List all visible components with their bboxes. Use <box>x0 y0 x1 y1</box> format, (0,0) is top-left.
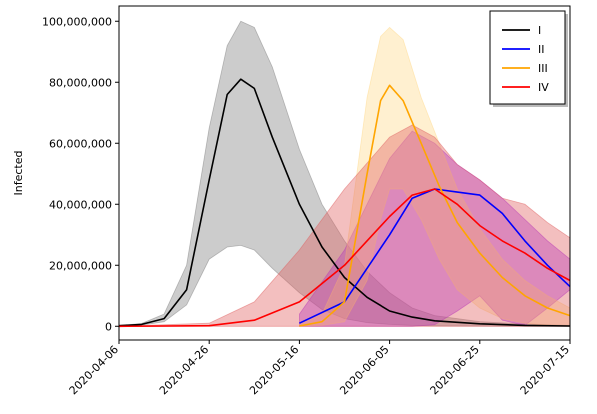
x-tick-label: 2020-04-06 <box>67 343 121 397</box>
series-line-II <box>299 188 571 324</box>
plot-frame <box>118 5 571 341</box>
x-tick-label: 2020-05-16 <box>247 343 301 397</box>
y-tick-label: 100,000,000 <box>42 15 112 28</box>
y-axis: 0 20,000,000 40,000,000 60,000,000 80,000,00… <box>42 15 119 333</box>
legend-label-III: III <box>538 62 548 75</box>
series-line-III <box>299 84 571 327</box>
y-tick-label: 0 <box>105 320 112 333</box>
legend-label-I: I <box>538 24 541 37</box>
series-line-IV <box>118 188 571 328</box>
series-lines <box>118 78 571 328</box>
series-line-I <box>118 78 571 327</box>
y-tick-label: 80,000,000 <box>49 76 112 89</box>
x-tick-label: 2020-06-05 <box>337 343 391 397</box>
x-tick-label: 2020-06-25 <box>428 343 482 397</box>
legend-label-II: II <box>538 43 545 56</box>
x-tick-label: 2020-04-26 <box>157 343 211 397</box>
y-tick-label: 40,000,000 <box>49 198 112 211</box>
y-axis-label: Infected <box>12 151 25 196</box>
x-axis: 2020-04-06 2020-04-26 2020-05-16 2020-06-05… <box>67 340 572 397</box>
legend-box <box>489 10 566 105</box>
legend-label-IV: IV <box>538 81 549 94</box>
y-tick-label: 20,000,000 <box>49 259 112 272</box>
x-tick-label: 2020-07-15 <box>518 343 572 397</box>
y-tick-label: 60,000,000 <box>49 137 112 150</box>
